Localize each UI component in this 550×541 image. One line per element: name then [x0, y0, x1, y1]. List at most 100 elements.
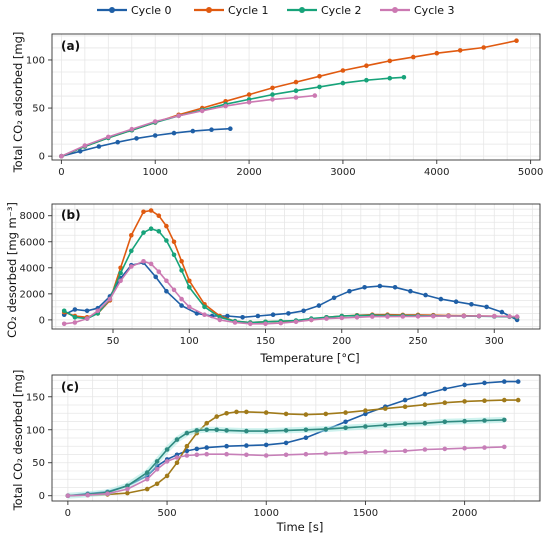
data-point — [515, 379, 521, 384]
data-point — [343, 425, 348, 431]
data-point — [324, 316, 329, 321]
data-point — [415, 314, 421, 319]
data-point — [255, 313, 261, 319]
series-line — [61, 127, 231, 157]
data-point — [383, 422, 388, 428]
data-point — [228, 126, 233, 131]
data-point — [72, 320, 78, 325]
data-point — [317, 84, 322, 90]
data-point — [383, 449, 388, 454]
data-point — [154, 459, 160, 464]
data-point — [244, 428, 249, 434]
data-point — [118, 270, 123, 276]
legend-entry-cycle-2: Cycle 2 — [287, 4, 362, 17]
grid-c — [52, 375, 540, 501]
data-point — [156, 269, 162, 275]
data-point — [144, 476, 150, 482]
data-point — [194, 446, 200, 452]
data-point — [106, 134, 111, 140]
data-point — [323, 426, 329, 432]
data-point — [129, 248, 134, 254]
data-point — [283, 452, 289, 458]
data-point — [125, 490, 130, 496]
data-point — [303, 412, 309, 417]
data-point — [179, 268, 184, 273]
legend: Cycle 0 Cycle 1 Cycle 2 Cycle 3 — [97, 4, 455, 17]
data-point — [244, 443, 249, 448]
data-point — [340, 68, 346, 73]
data-point — [84, 316, 90, 321]
data-point — [462, 445, 467, 451]
data-point — [422, 447, 428, 452]
data-point — [514, 314, 520, 319]
x-tick-label: 250 — [408, 336, 427, 347]
series-line — [61, 94, 315, 157]
data-point — [293, 319, 299, 325]
plot-frame-a — [51, 33, 541, 161]
x-tick-label: 50 — [107, 336, 120, 347]
data-point — [190, 128, 196, 134]
data-point — [462, 418, 467, 424]
data-point — [387, 58, 393, 64]
data-point — [174, 455, 180, 460]
data-point — [270, 92, 275, 97]
data-point — [402, 404, 408, 410]
data-point — [129, 264, 134, 269]
data-point — [224, 443, 229, 449]
data-point — [301, 308, 306, 314]
data-point — [179, 259, 184, 264]
data-point — [309, 317, 314, 323]
data-point — [278, 320, 284, 326]
data-point — [270, 97, 275, 102]
data-point — [107, 296, 113, 302]
data-point — [224, 411, 229, 416]
y-tick-label: 4000 — [20, 263, 45, 274]
data-point — [217, 317, 223, 323]
data-point — [442, 400, 448, 406]
data-point — [65, 493, 71, 499]
data-point — [118, 278, 123, 284]
data-point — [385, 314, 390, 319]
data-point — [392, 285, 398, 290]
data-point — [303, 451, 309, 457]
y-tick-label: 100 — [26, 425, 45, 436]
data-point — [96, 144, 102, 149]
data-point — [244, 452, 249, 458]
data-point — [204, 427, 209, 433]
series-c-cycle-2 — [65, 416, 507, 499]
data-point — [401, 75, 407, 80]
data-point — [174, 437, 180, 442]
data-point — [154, 481, 160, 487]
plot-frame-b — [51, 203, 541, 330]
x-tick-label: 1500 — [353, 508, 378, 519]
data-point — [515, 397, 521, 403]
data-point — [199, 108, 205, 114]
series-line — [67, 446, 505, 497]
data-point — [61, 308, 67, 314]
data-point — [77, 149, 83, 154]
data-point — [129, 126, 135, 132]
data-point — [214, 414, 219, 419]
data-point — [184, 430, 190, 436]
panel-a: 0 1000 2000 3000 4000 5000 0 50 100 (a) Total CO₂ … — [11, 32, 543, 178]
data-point — [331, 295, 337, 301]
data-point — [317, 74, 322, 79]
data-point — [438, 296, 444, 302]
x-tick-label: 4000 — [424, 167, 449, 178]
series-b-cycle-0 — [61, 260, 520, 323]
x-tick-label: 200 — [332, 336, 351, 347]
data-point — [363, 411, 368, 417]
data-point — [164, 238, 169, 243]
legend-entry-cycle-3: Cycle 3 — [380, 4, 455, 17]
data-point — [152, 133, 158, 138]
data-point — [283, 428, 289, 433]
data-point — [482, 398, 487, 404]
x-tick-label: 300 — [485, 336, 504, 347]
data-point — [105, 491, 110, 497]
data-point — [286, 311, 291, 316]
data-point — [144, 470, 150, 475]
legend-label-cycle-1: Cycle 1 — [228, 4, 269, 17]
y-axis-label-b: CO₂ desorbed [mg m⁻³] — [5, 202, 19, 338]
legend-label-cycle-3: Cycle 3 — [414, 4, 455, 17]
data-point — [187, 285, 192, 290]
